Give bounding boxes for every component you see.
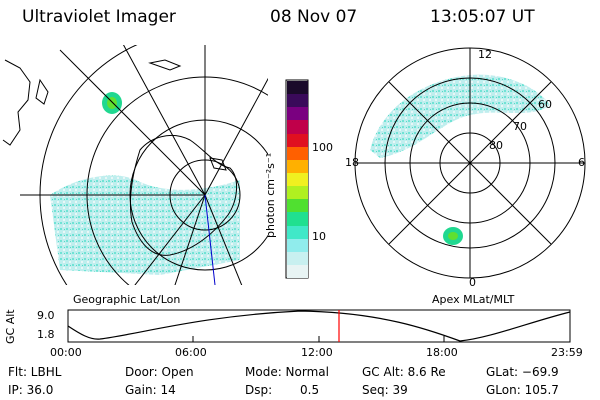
colorbar-segment <box>287 172 308 187</box>
colorbar-segment <box>287 133 308 147</box>
dsp-label: Dsp: <box>245 383 273 397</box>
colorbar-tick-10: 10 <box>312 230 326 243</box>
colorbar-tick-100: 100 <box>312 141 333 154</box>
colorbar-segment <box>287 120 308 134</box>
altitude-tick-high: 9.0 <box>37 309 55 322</box>
time-label: 13:05:07 UT <box>430 7 535 27</box>
colorbar-segment <box>287 225 308 239</box>
date-label: 08 Nov 07 <box>270 7 358 27</box>
colorbar-segment <box>287 81 308 95</box>
auroral-emission <box>50 175 240 275</box>
mode-info: Mode: Normal <box>245 365 329 379</box>
seq-info: Seq: 39 <box>362 383 408 397</box>
dsp-value: 0.5 <box>300 383 320 397</box>
mlat-label-60: 60 <box>538 98 552 111</box>
time-tick-1800: 18:00 <box>426 346 458 359</box>
magnetic-map-label: Apex MLat/MLT <box>432 293 515 306</box>
colorbar-segment <box>287 186 308 200</box>
antarctica-coastline <box>129 135 237 256</box>
time-tick-0600: 06:00 <box>175 346 207 359</box>
coastline-west <box>2 59 49 146</box>
mlat-label-80: 80 <box>489 139 503 152</box>
colorbar-segment <box>287 238 308 252</box>
altitude-curve <box>67 310 571 342</box>
altitude-tick-low: 1.8 <box>37 328 55 341</box>
mlt-label-0: 0 <box>469 276 476 289</box>
glon-info: GLon: 105.7 <box>486 383 559 397</box>
time-tick-2359: 23:59 <box>551 346 583 359</box>
colorbar-segment <box>287 94 308 108</box>
gain-info: Gain: 14 <box>125 383 176 397</box>
colorbar-segment <box>287 107 308 121</box>
geographic-map <box>2 45 268 285</box>
terminator-line <box>204 194 216 285</box>
colorbar-segment <box>287 212 308 226</box>
auroral-oval <box>370 74 550 158</box>
colorbar-segment <box>287 251 308 265</box>
geographic-map-label: Geographic Lat/Lon <box>73 293 181 306</box>
flt-info: Flt: LBHL <box>8 365 62 379</box>
mlt-label-12: 12 <box>478 48 492 61</box>
app-title: Ultraviolet Imager <box>22 7 176 27</box>
mlt-label-18: 18 <box>345 156 359 169</box>
door-info: Door: Open <box>125 365 194 379</box>
glat-info: GLat: −69.9 <box>486 365 559 379</box>
mlat-label-70: 70 <box>513 120 527 133</box>
time-tick-0000: 00:00 <box>50 346 82 359</box>
colorbar-gradient <box>287 81 308 279</box>
altitude-y-label: GC Alt <box>4 309 17 344</box>
time-tick-1200: 12:00 <box>301 346 333 359</box>
ip-info: IP: 36.0 <box>8 383 54 397</box>
gc-alt-info: GC Alt: 8.6 Re <box>362 365 446 379</box>
colorbar-segment <box>287 159 308 173</box>
altitude-plot <box>67 309 571 343</box>
mlt-label-6: 6 <box>578 156 585 169</box>
colorbar-segment <box>287 146 308 160</box>
colorbar-segment <box>287 264 308 279</box>
colorbar-unit-label: photon cm⁻²s⁻¹ <box>264 152 277 238</box>
colorbar-segment <box>287 199 308 213</box>
magnetic-polar-map <box>354 47 586 279</box>
